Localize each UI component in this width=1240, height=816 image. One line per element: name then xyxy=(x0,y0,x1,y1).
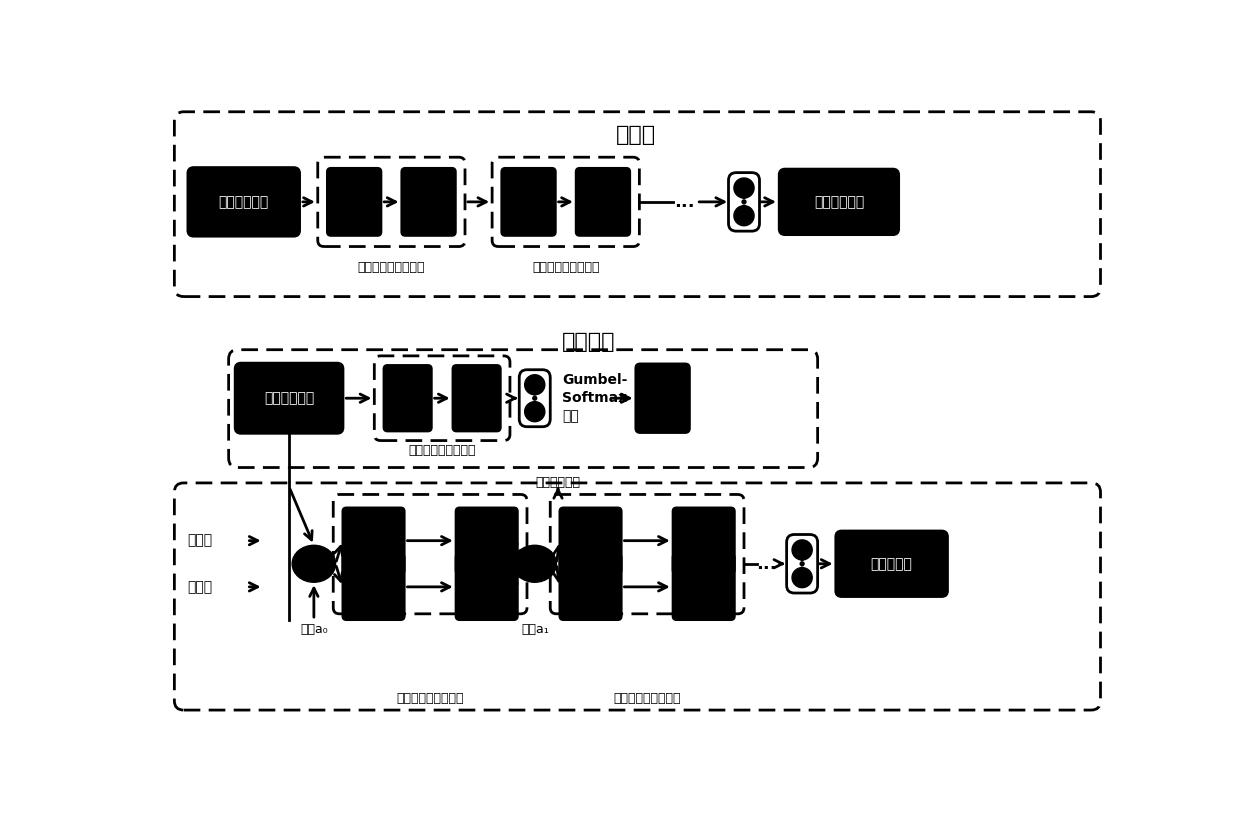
FancyBboxPatch shape xyxy=(453,365,501,432)
Text: 空洞卷积网络残差块: 空洞卷积网络残差块 xyxy=(532,261,599,274)
Circle shape xyxy=(533,397,537,400)
Text: 空洞卷积网络残差块: 空洞卷积网络残差块 xyxy=(397,692,464,705)
Text: 策略网络: 策略网络 xyxy=(562,332,616,352)
Text: 微调层: 微调层 xyxy=(187,580,213,594)
Circle shape xyxy=(734,178,754,198)
FancyBboxPatch shape xyxy=(559,554,621,620)
Text: 空洞卷积网络残差块: 空洞卷积网络残差块 xyxy=(357,261,425,274)
Circle shape xyxy=(525,375,544,395)
Circle shape xyxy=(742,194,746,198)
FancyBboxPatch shape xyxy=(836,530,947,596)
FancyBboxPatch shape xyxy=(456,554,518,620)
Circle shape xyxy=(533,401,537,406)
Text: ...: ... xyxy=(755,555,776,573)
Text: 策略动作序列: 策略动作序列 xyxy=(536,477,580,490)
FancyBboxPatch shape xyxy=(672,554,734,620)
FancyBboxPatch shape xyxy=(575,168,630,236)
Text: 源域会话序列: 源域会话序列 xyxy=(218,195,269,209)
FancyBboxPatch shape xyxy=(559,508,621,574)
FancyBboxPatch shape xyxy=(342,508,404,574)
FancyBboxPatch shape xyxy=(402,168,456,236)
FancyBboxPatch shape xyxy=(342,554,404,620)
Circle shape xyxy=(734,206,754,226)
Circle shape xyxy=(800,567,804,571)
Ellipse shape xyxy=(513,545,557,583)
Text: 目标域项目: 目标域项目 xyxy=(870,557,913,570)
FancyBboxPatch shape xyxy=(234,363,343,433)
Circle shape xyxy=(792,540,812,560)
Text: Gumbel-
Softmax
采样: Gumbel- Softmax 采样 xyxy=(562,373,627,424)
Text: 动作a₁: 动作a₁ xyxy=(521,623,548,636)
Text: ...: ... xyxy=(675,193,696,211)
Text: 源域遮蔽项目: 源域遮蔽项目 xyxy=(813,195,864,209)
Ellipse shape xyxy=(293,545,336,583)
FancyBboxPatch shape xyxy=(501,168,556,236)
FancyBboxPatch shape xyxy=(779,169,899,235)
FancyBboxPatch shape xyxy=(635,364,689,432)
Text: 源域会话序列: 源域会话序列 xyxy=(264,391,314,406)
FancyBboxPatch shape xyxy=(520,370,551,427)
Circle shape xyxy=(800,562,804,565)
Text: 空洞卷积网络残差块: 空洞卷积网络残差块 xyxy=(614,692,681,705)
Circle shape xyxy=(525,401,544,422)
Text: 动作a₀: 动作a₀ xyxy=(300,623,327,636)
Circle shape xyxy=(800,557,804,561)
Text: 空洞卷积网络残差块: 空洞卷积网络残差块 xyxy=(408,444,476,457)
Circle shape xyxy=(533,391,537,395)
Circle shape xyxy=(742,200,746,204)
Circle shape xyxy=(742,206,746,209)
FancyBboxPatch shape xyxy=(187,167,300,237)
Text: 预训练: 预训练 xyxy=(615,125,656,145)
FancyBboxPatch shape xyxy=(383,365,432,432)
FancyBboxPatch shape xyxy=(456,508,518,574)
FancyBboxPatch shape xyxy=(729,173,759,231)
FancyBboxPatch shape xyxy=(672,508,734,574)
Circle shape xyxy=(792,568,812,588)
FancyBboxPatch shape xyxy=(786,534,817,593)
FancyBboxPatch shape xyxy=(327,168,382,236)
Text: 复用层: 复用层 xyxy=(187,534,213,548)
